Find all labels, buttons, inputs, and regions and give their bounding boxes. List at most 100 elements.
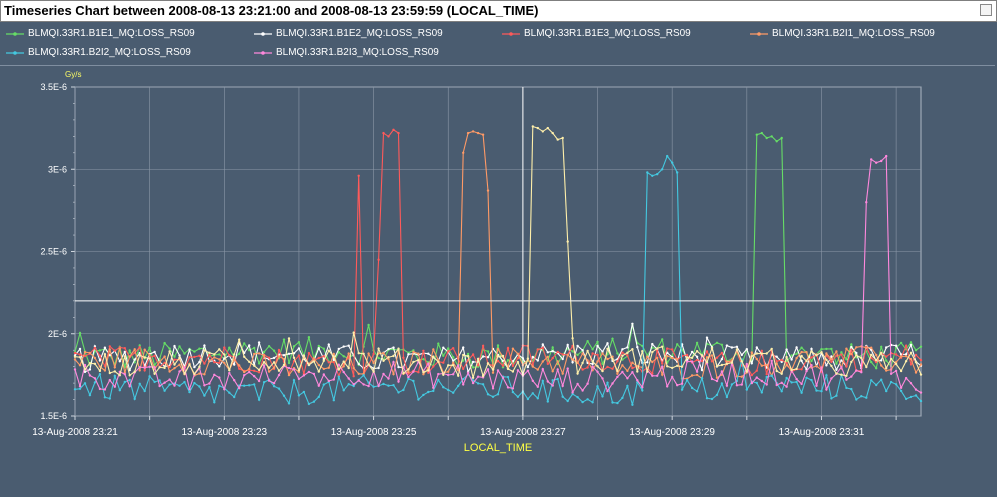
data-point (452, 347, 455, 350)
data-point (73, 355, 77, 358)
data-point (531, 392, 534, 395)
legend-label: BLMQI.33R1.B2I3_MQ:LOSS_RS09 (276, 47, 439, 58)
line-chart[interactable]: 1.5E-6 2E-6 2.5E-6 3E-6 3.5E-6 Gy/s 13-Aug-200… (0, 66, 997, 497)
data-point (466, 355, 470, 358)
data-point (695, 341, 699, 345)
data-point (118, 374, 122, 377)
data-point (581, 400, 584, 404)
data-point (556, 377, 559, 381)
data-point (342, 370, 345, 374)
data-point (511, 370, 515, 373)
data-point (611, 337, 614, 340)
data-point (591, 401, 594, 404)
series-group (73, 322, 923, 374)
data-point (636, 345, 639, 349)
legend-label: BLMQI.33R1.B1E1_MQ:LOSS_RS09 (28, 28, 195, 39)
data-point (462, 346, 465, 349)
data-point (118, 389, 122, 392)
data-point (720, 351, 724, 355)
data-point (178, 370, 181, 373)
data-point (770, 374, 773, 377)
data-point (307, 363, 311, 366)
data-point (153, 354, 156, 357)
data-point (297, 370, 301, 374)
data-point (496, 344, 500, 347)
data-point (541, 360, 544, 363)
data-point (546, 355, 549, 358)
data-point (601, 362, 604, 365)
data-point (690, 374, 694, 377)
data-point (462, 359, 465, 362)
data-point (860, 371, 863, 374)
data-point (163, 355, 166, 358)
data-point (98, 369, 102, 373)
data-point (307, 402, 311, 406)
data-point (213, 353, 216, 356)
data-point (437, 342, 440, 345)
data-point (845, 358, 848, 361)
data-point (113, 385, 117, 388)
data-point (745, 388, 748, 391)
legend-swatch (6, 31, 24, 36)
data-point (601, 350, 604, 353)
data-point (193, 372, 196, 376)
data-point (312, 400, 316, 403)
data-point (317, 356, 320, 360)
data-point (616, 372, 619, 375)
data-point (193, 365, 196, 369)
data-point (894, 353, 898, 356)
data-point (551, 356, 554, 360)
data-point (452, 359, 455, 362)
data-point (452, 364, 455, 367)
data-point (810, 350, 813, 353)
data-point (417, 358, 420, 362)
data-point (128, 355, 131, 358)
data-point (98, 359, 102, 362)
data-point (800, 346, 803, 349)
legend-item: BLMQI.33R1.B2I3_MQ:LOSS_RS09 (254, 47, 439, 58)
data-point (442, 386, 445, 389)
data-point (586, 366, 589, 369)
data-point (800, 382, 803, 386)
data-point (695, 358, 699, 362)
data-point (830, 377, 833, 380)
data-point (611, 357, 614, 361)
data-point (332, 360, 335, 364)
data-point (914, 353, 918, 357)
data-point (148, 375, 151, 378)
data-point (427, 362, 430, 365)
data-point (392, 128, 395, 131)
data-point (367, 384, 370, 388)
series-line (74, 129, 922, 378)
data-point (646, 171, 649, 174)
data-point (292, 345, 296, 348)
data-point (825, 364, 828, 367)
data-point (855, 351, 858, 355)
data-point (193, 381, 196, 385)
close-window-button[interactable] (980, 4, 992, 16)
data-point (875, 360, 878, 364)
data-point (332, 399, 335, 402)
data-point (770, 359, 773, 363)
data-point (83, 368, 87, 371)
data-point (581, 352, 584, 355)
data-point (481, 383, 485, 386)
data-point (98, 349, 102, 352)
data-point (272, 349, 276, 352)
data-point (785, 385, 788, 388)
data-point (123, 355, 127, 358)
data-point (387, 357, 390, 361)
data-point (218, 361, 221, 365)
data-point (83, 382, 87, 385)
data-point (143, 348, 146, 351)
data-point (591, 352, 594, 355)
data-point (904, 353, 908, 356)
data-point (715, 365, 719, 368)
data-point (143, 366, 146, 369)
data-point (342, 355, 345, 358)
data-point (536, 368, 539, 371)
data-point (248, 370, 251, 374)
data-point (715, 341, 719, 344)
data-point (238, 387, 241, 390)
data-point (536, 126, 539, 130)
